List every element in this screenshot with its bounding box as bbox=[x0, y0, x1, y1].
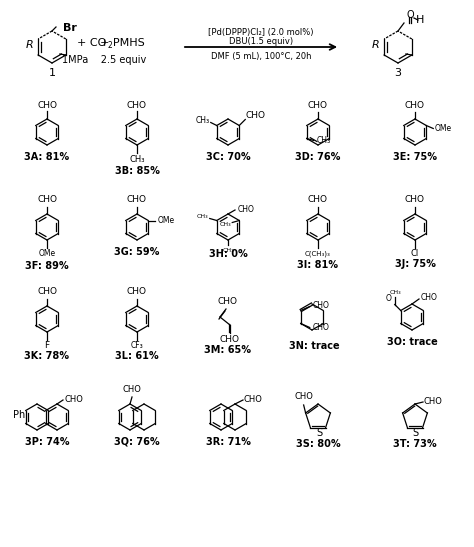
Text: R: R bbox=[26, 40, 34, 50]
Text: CHO: CHO bbox=[37, 195, 57, 205]
Text: 3H: 0%: 3H: 0% bbox=[209, 249, 247, 259]
Text: 3K: 78%: 3K: 78% bbox=[25, 351, 70, 361]
Text: + PMHS: + PMHS bbox=[100, 38, 145, 48]
Text: OMe: OMe bbox=[435, 124, 452, 133]
Text: 3: 3 bbox=[394, 68, 401, 78]
Text: CHO: CHO bbox=[37, 101, 57, 109]
Text: CH₃: CH₃ bbox=[219, 222, 231, 227]
Text: 3C: 70%: 3C: 70% bbox=[206, 152, 250, 162]
Text: CH₃: CH₃ bbox=[129, 154, 145, 164]
Text: 3F: 89%: 3F: 89% bbox=[25, 261, 69, 271]
Text: [Pd(DPPP)Cl₂] (2.0 mol%): [Pd(DPPP)Cl₂] (2.0 mol%) bbox=[208, 28, 314, 38]
Text: 1MPa    2.5 equiv: 1MPa 2.5 equiv bbox=[62, 55, 146, 65]
Text: OMe: OMe bbox=[38, 249, 55, 259]
Text: CHO: CHO bbox=[405, 101, 425, 109]
Text: CHO: CHO bbox=[308, 195, 328, 205]
Text: CHO: CHO bbox=[420, 294, 438, 302]
Text: CH₃: CH₃ bbox=[390, 290, 401, 295]
Text: O: O bbox=[386, 294, 392, 303]
Text: 3J: 75%: 3J: 75% bbox=[394, 259, 436, 269]
Text: 3T: 73%: 3T: 73% bbox=[393, 439, 437, 449]
Text: DBU(1.5 equiv): DBU(1.5 equiv) bbox=[229, 38, 293, 46]
Text: CHO: CHO bbox=[312, 323, 329, 332]
Text: DMF (5 mL), 100°C, 20h: DMF (5 mL), 100°C, 20h bbox=[211, 53, 311, 61]
Text: CH₃: CH₃ bbox=[196, 116, 210, 125]
Text: CH₃: CH₃ bbox=[317, 136, 331, 145]
Text: 3E: 75%: 3E: 75% bbox=[393, 152, 437, 162]
Text: CHO: CHO bbox=[308, 101, 328, 109]
Text: CHO: CHO bbox=[424, 397, 442, 405]
Text: R: R bbox=[372, 40, 380, 50]
Text: 3B: 85%: 3B: 85% bbox=[115, 166, 159, 176]
Text: 3I: 81%: 3I: 81% bbox=[298, 260, 338, 270]
Text: CHO: CHO bbox=[127, 101, 147, 109]
Text: CHO: CHO bbox=[245, 111, 265, 120]
Text: CHO: CHO bbox=[294, 393, 313, 401]
Text: 3O: trace: 3O: trace bbox=[387, 337, 438, 347]
Text: F: F bbox=[45, 341, 50, 351]
Text: 3M: 65%: 3M: 65% bbox=[204, 345, 252, 355]
Text: 3P: 74%: 3P: 74% bbox=[25, 437, 69, 447]
Text: O: O bbox=[406, 10, 414, 20]
Text: 3S: 80%: 3S: 80% bbox=[296, 439, 340, 449]
Text: CF₃: CF₃ bbox=[131, 341, 143, 351]
Text: CHO: CHO bbox=[127, 288, 147, 296]
Text: CH₃: CH₃ bbox=[222, 247, 234, 253]
Text: 1: 1 bbox=[48, 68, 55, 78]
Text: CHO: CHO bbox=[405, 195, 425, 205]
Text: Br: Br bbox=[63, 23, 77, 33]
Text: OMe: OMe bbox=[158, 216, 175, 225]
Text: + CO: + CO bbox=[77, 38, 107, 48]
Text: C(CH₃)₃: C(CH₃)₃ bbox=[305, 251, 331, 257]
Text: CHO: CHO bbox=[37, 288, 57, 296]
Text: 3G: 59%: 3G: 59% bbox=[114, 247, 160, 257]
Text: 3Q: 76%: 3Q: 76% bbox=[114, 437, 160, 447]
Text: S: S bbox=[316, 428, 322, 438]
Text: 3N: trace: 3N: trace bbox=[289, 341, 339, 351]
Text: 3D: 76%: 3D: 76% bbox=[295, 152, 341, 162]
Text: CHO: CHO bbox=[64, 394, 83, 404]
Text: H: H bbox=[416, 15, 424, 25]
Text: Ph: Ph bbox=[13, 410, 25, 420]
Text: CHO: CHO bbox=[312, 301, 329, 310]
Text: CHO: CHO bbox=[237, 205, 255, 213]
Text: CH₃: CH₃ bbox=[197, 214, 209, 219]
Text: 2: 2 bbox=[108, 40, 112, 49]
Text: CHO: CHO bbox=[220, 335, 240, 344]
Text: CHO: CHO bbox=[123, 386, 141, 394]
Text: 3R: 71%: 3R: 71% bbox=[206, 437, 250, 447]
Text: 3A: 81%: 3A: 81% bbox=[25, 152, 70, 162]
Text: CHO: CHO bbox=[127, 195, 147, 205]
Text: CHO: CHO bbox=[218, 296, 238, 306]
Text: Cl: Cl bbox=[411, 249, 419, 259]
Text: CHO: CHO bbox=[244, 394, 263, 404]
Text: 3L: 61%: 3L: 61% bbox=[115, 351, 159, 361]
Text: S: S bbox=[412, 428, 418, 438]
